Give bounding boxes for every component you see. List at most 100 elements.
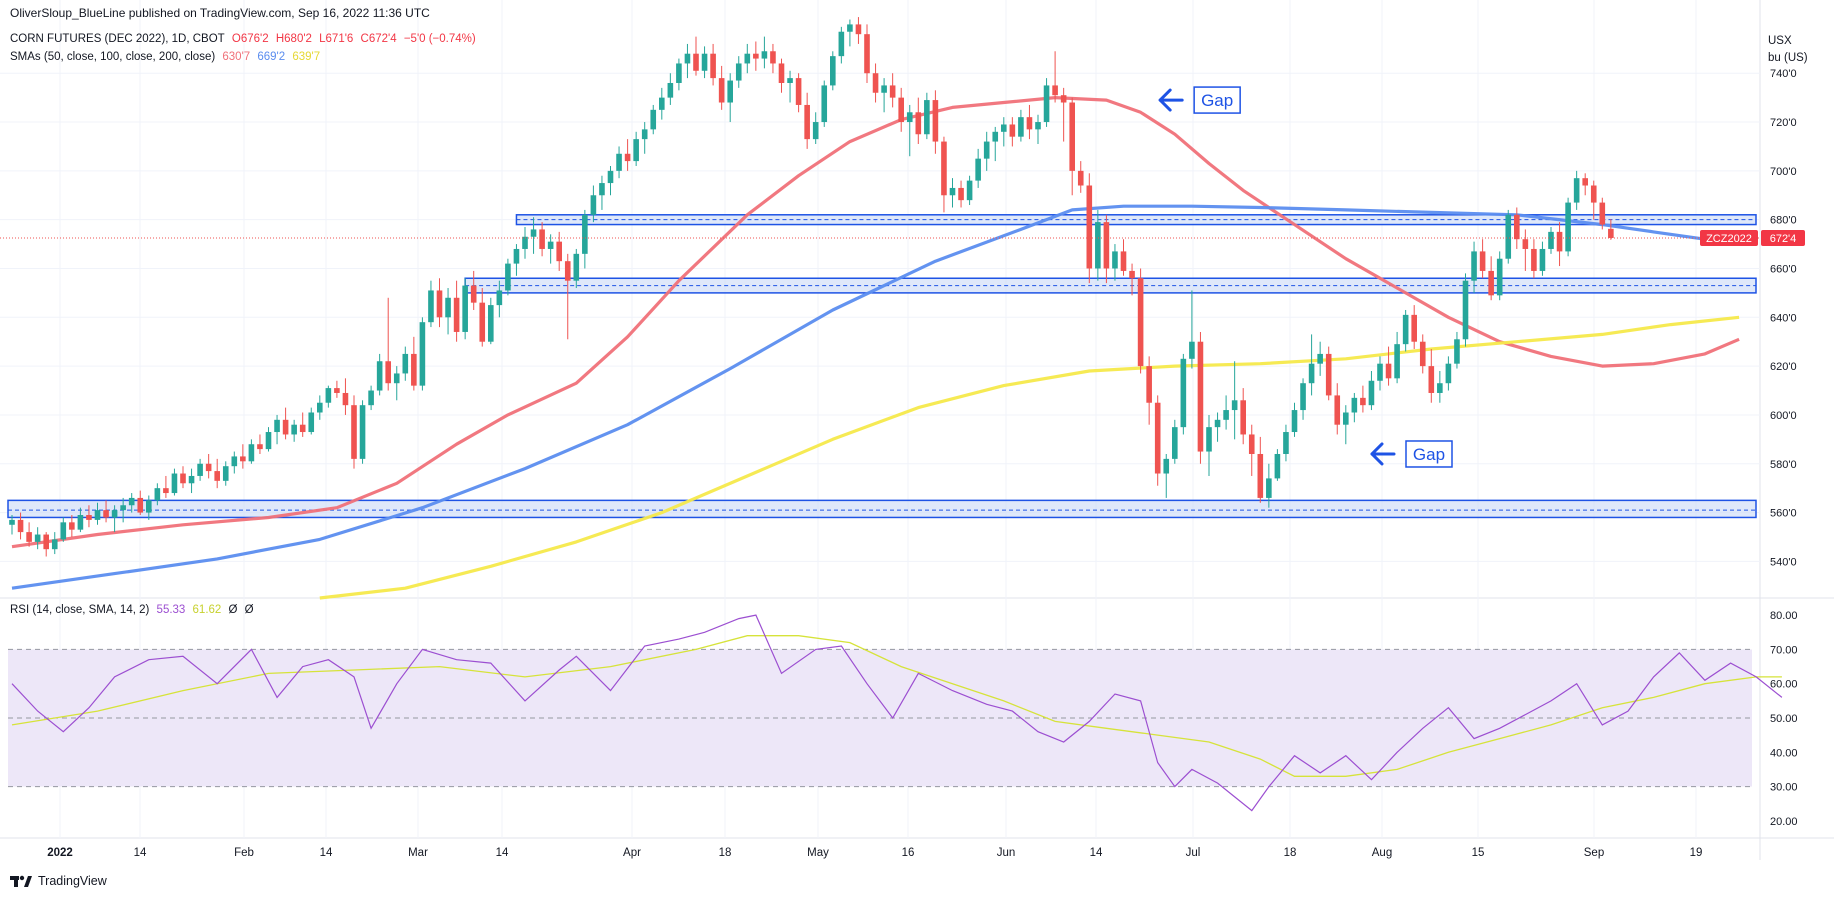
candle-body bbox=[718, 78, 725, 103]
symbol-price-tag-label: ZCZ2022 bbox=[1706, 233, 1752, 245]
rsi-legend[interactable]: RSI (14, close, SMA, 14, 2) 55.33 61.62 … bbox=[10, 604, 254, 616]
candle-body bbox=[325, 388, 332, 403]
symbol-price-tag bbox=[1700, 229, 1758, 246]
price-tick-label: 680'0 bbox=[1770, 215, 1797, 227]
candle-body bbox=[445, 297, 451, 318]
candle-body bbox=[470, 285, 477, 303]
candle-body bbox=[231, 456, 238, 467]
rsi-extra-2: Ø bbox=[244, 604, 254, 616]
time-tick-label: 18 bbox=[1284, 847, 1297, 859]
candle-body bbox=[1505, 214, 1512, 259]
price-tick-label: 580'0 bbox=[1770, 459, 1797, 471]
rsi-label: RSI (14, close, SMA, 14, 2) bbox=[10, 604, 150, 616]
candle-body bbox=[983, 141, 990, 159]
candle-body bbox=[1026, 117, 1033, 130]
candle-body bbox=[941, 141, 947, 196]
candle-body bbox=[180, 473, 186, 484]
rsi-line bbox=[11, 614, 1783, 812]
candle-body bbox=[488, 305, 494, 342]
time-tick-label: Mar bbox=[408, 847, 428, 859]
candle-body bbox=[1573, 178, 1580, 203]
candle-body bbox=[975, 158, 981, 181]
tradingview-footer[interactable]: TradingView bbox=[10, 874, 107, 888]
candle-body bbox=[727, 80, 733, 103]
candle-body bbox=[1060, 95, 1067, 103]
candle-body bbox=[154, 488, 161, 501]
candle-body bbox=[1266, 478, 1272, 498]
time-tick-label: Aug bbox=[1372, 847, 1392, 859]
candle-body bbox=[1539, 248, 1546, 271]
candle-body bbox=[624, 153, 631, 162]
price-tick-label: 660'0 bbox=[1770, 263, 1797, 275]
rsi-tick-label: 40.00 bbox=[1770, 747, 1798, 759]
candle-body bbox=[1154, 402, 1161, 474]
candle-body bbox=[735, 63, 742, 81]
candle-body bbox=[419, 322, 426, 386]
candle-body bbox=[86, 515, 92, 520]
symbol-title: CORN FUTURES (DEC 2022), 1D, CBOT bbox=[10, 33, 225, 45]
candle-body bbox=[342, 392, 349, 406]
time-tick-label: 19 bbox=[1690, 847, 1703, 859]
last-price-tag bbox=[1761, 229, 1805, 246]
time-tick-label: 14 bbox=[1090, 847, 1103, 859]
ohlc-open: O676'2 bbox=[231, 33, 269, 45]
rsi-tick-label: 30.00 bbox=[1770, 782, 1798, 794]
candle-body bbox=[428, 290, 434, 323]
candle-body bbox=[633, 139, 639, 162]
candle-body bbox=[9, 519, 15, 525]
candle-body bbox=[1325, 353, 1332, 396]
candle-body bbox=[240, 456, 246, 462]
price-tick-label: 600'0 bbox=[1770, 410, 1797, 422]
candle-body bbox=[1214, 419, 1221, 428]
candle-body bbox=[163, 488, 169, 494]
price-tick-label: 700'0 bbox=[1770, 166, 1797, 178]
candle-body bbox=[778, 63, 785, 83]
candle-body bbox=[1445, 363, 1452, 384]
time-tick-label: 14 bbox=[320, 847, 333, 859]
candle-body bbox=[607, 170, 614, 184]
candle-body bbox=[1274, 453, 1281, 479]
ohlc-change: −5'0 (−0.74%) bbox=[403, 33, 476, 45]
support-resistance-zone bbox=[7, 499, 1757, 519]
candle-body bbox=[43, 534, 49, 550]
rsi-sma-value: 61.62 bbox=[192, 604, 222, 616]
candle-body bbox=[265, 432, 272, 450]
candle-body bbox=[462, 285, 468, 332]
price-tick-label: 740'0 bbox=[1770, 68, 1797, 80]
candle-body bbox=[1009, 124, 1016, 137]
candle-body bbox=[795, 78, 802, 105]
candle-body bbox=[1257, 453, 1264, 498]
candle-body bbox=[744, 53, 751, 64]
candle-body bbox=[616, 153, 622, 171]
candle-body bbox=[69, 522, 75, 530]
candle-body bbox=[590, 195, 597, 215]
candle-body bbox=[188, 475, 195, 484]
candle-body bbox=[701, 53, 708, 71]
rsi-extra-1: Ø bbox=[228, 604, 238, 616]
candle-body bbox=[1428, 366, 1435, 393]
candle-body bbox=[1069, 102, 1075, 171]
tradingview-logo-text: TradingView bbox=[38, 874, 107, 888]
candle-body bbox=[111, 510, 118, 518]
candle-body bbox=[26, 532, 32, 542]
candle-body bbox=[1343, 412, 1349, 425]
candle-body bbox=[659, 97, 665, 110]
candle-body bbox=[1112, 251, 1118, 269]
candle-body bbox=[564, 261, 571, 281]
time-tick-label: 18 bbox=[719, 847, 732, 859]
candle-body bbox=[1590, 185, 1597, 203]
candle-body bbox=[359, 405, 366, 459]
price-tick-label: 620'0 bbox=[1770, 361, 1797, 373]
candle-body bbox=[1556, 231, 1563, 252]
last-price-tag-label: 672'4 bbox=[1770, 233, 1797, 245]
candle-body bbox=[334, 388, 340, 393]
rsi-tick-label: 70.00 bbox=[1770, 644, 1798, 656]
time-tick-label: Jun bbox=[997, 847, 1016, 859]
sma-legend[interactable]: SMAs (50, close, 100, close, 200, close)… bbox=[10, 51, 320, 63]
ohlc-high: H680'2 bbox=[275, 33, 312, 45]
candle-body bbox=[1163, 458, 1170, 474]
candle-body bbox=[812, 122, 819, 140]
candle-body bbox=[1368, 380, 1375, 406]
candle-body bbox=[317, 402, 323, 413]
